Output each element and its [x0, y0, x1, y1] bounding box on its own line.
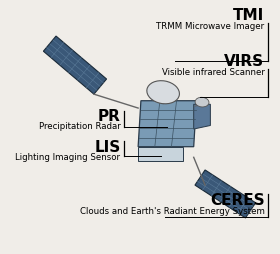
Text: Precipitation Radar: Precipitation Radar: [39, 122, 120, 132]
Text: CERES: CERES: [210, 193, 264, 208]
Text: LIS: LIS: [94, 140, 120, 155]
Polygon shape: [138, 101, 197, 147]
Text: VIRS: VIRS: [224, 54, 264, 69]
Text: Visible infrared Scanner: Visible infrared Scanner: [162, 68, 264, 77]
Text: PR: PR: [97, 109, 120, 124]
Text: TMI: TMI: [233, 8, 264, 23]
Polygon shape: [195, 170, 256, 218]
Polygon shape: [43, 36, 107, 94]
Polygon shape: [138, 147, 183, 161]
Text: Clouds and Earth's Radiant Energy System: Clouds and Earth's Radiant Energy System: [80, 207, 264, 216]
Text: Lighting Imaging Sensor: Lighting Imaging Sensor: [15, 153, 120, 162]
Text: TRMM Microwave Imager: TRMM Microwave Imager: [156, 22, 264, 31]
Ellipse shape: [147, 81, 179, 104]
Ellipse shape: [195, 97, 209, 107]
Polygon shape: [194, 104, 210, 129]
